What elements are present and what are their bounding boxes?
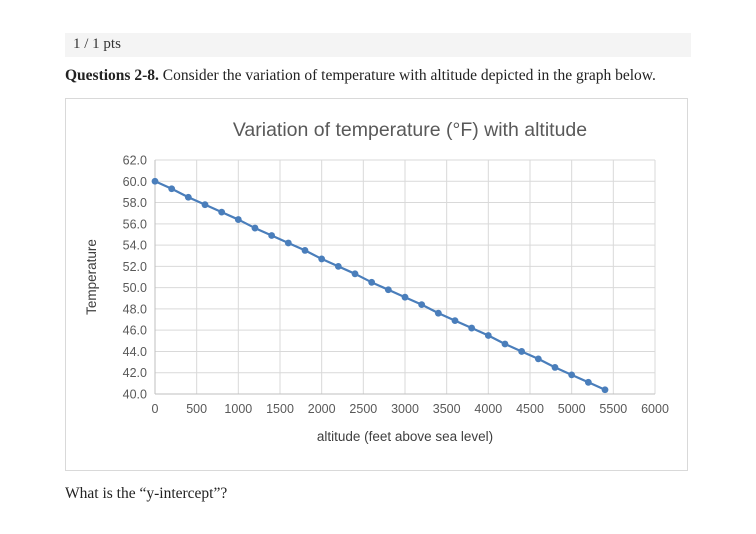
data-point: [334, 262, 342, 270]
data-point: [434, 309, 442, 317]
y-tick-label: 42.0: [123, 366, 147, 380]
data-point: [284, 239, 292, 247]
data-point: [401, 293, 409, 301]
data-point: [451, 317, 459, 324]
data-point: [384, 286, 392, 294]
quiz-question-panel: 1 / 1 pts Questions 2-8. Consider the va…: [65, 33, 691, 503]
data-point: [151, 177, 159, 185]
data-point: [201, 201, 209, 209]
data-point: [184, 193, 192, 201]
x-tick-label: 5500: [599, 402, 627, 416]
x-tick-label: 3500: [433, 402, 461, 416]
y-tick-label: 50.0: [123, 281, 147, 295]
data-point: [318, 255, 326, 263]
data-point: [418, 301, 426, 309]
y-tick-label: 62.0: [123, 153, 147, 167]
y-tick-label: 56.0: [123, 217, 147, 231]
data-point: [501, 340, 509, 348]
points-bar: 1 / 1 pts: [65, 33, 691, 57]
y-tick-label: 46.0: [123, 324, 147, 338]
data-point: [568, 371, 576, 379]
data-series-line: [153, 180, 607, 391]
data-point: [534, 355, 542, 363]
y-tick-label: 48.0: [123, 302, 147, 316]
x-tick-label: 2500: [349, 402, 377, 416]
y-axis-label: Temperature: [84, 239, 99, 315]
x-tick-label: 1500: [266, 402, 294, 416]
data-point: [484, 332, 492, 339]
data-point: [368, 278, 376, 286]
data-point: [351, 270, 359, 278]
y-tick-label: 52.0: [123, 260, 147, 274]
data-point: [468, 324, 476, 332]
x-tick-label: 2000: [308, 402, 336, 416]
data-point: [601, 386, 609, 394]
y-tick-label: 44.0: [123, 345, 147, 359]
x-tick-label: 3000: [391, 402, 419, 416]
data-point: [268, 232, 276, 239]
data-point: [251, 224, 259, 232]
data-point: [168, 185, 176, 193]
question-body: Consider the variation of temperature wi…: [162, 66, 656, 84]
x-tick-label: 5000: [558, 402, 586, 416]
x-tick-label: 4500: [516, 402, 544, 416]
data-point: [301, 246, 309, 254]
x-axis-label: altitude (feet above sea level): [317, 429, 493, 444]
data-point: [551, 363, 559, 371]
chart-panel: 40.0 42.0 44.0 46.0 48.0 50.0 52.0 54.0 56.0 58.0…: [65, 97, 688, 471]
x-tick-label: 0: [152, 402, 159, 416]
x-tick-label: 4000: [474, 402, 502, 416]
data-point: [218, 208, 226, 216]
x-tick-label: 1000: [224, 402, 252, 416]
question-text: Questions 2-8. Consider the variation of…: [65, 65, 691, 87]
points-label: 1 / 1 pts: [73, 36, 121, 52]
chart-title: Variation of temperature (°F) with altit…: [233, 119, 587, 141]
x-tick-label: 500: [186, 402, 207, 416]
data-point: [234, 216, 242, 223]
y-tick-label: 54.0: [123, 239, 147, 253]
y-tick-label: 60.0: [123, 175, 147, 189]
y-tick-label: 58.0: [123, 196, 147, 210]
temperature-altitude-chart: 40.0 42.0 44.0 46.0 48.0 50.0 52.0 54.0 56.0 58.0…: [84, 119, 669, 444]
followup-question: What is the “y-intercept”?: [65, 484, 228, 502]
y-tick-label: 40.0: [123, 387, 147, 401]
x-tick-label: 6000: [641, 402, 669, 416]
question-number: Questions 2-8.: [65, 66, 159, 84]
data-point: [518, 348, 526, 355]
data-point: [584, 378, 592, 386]
